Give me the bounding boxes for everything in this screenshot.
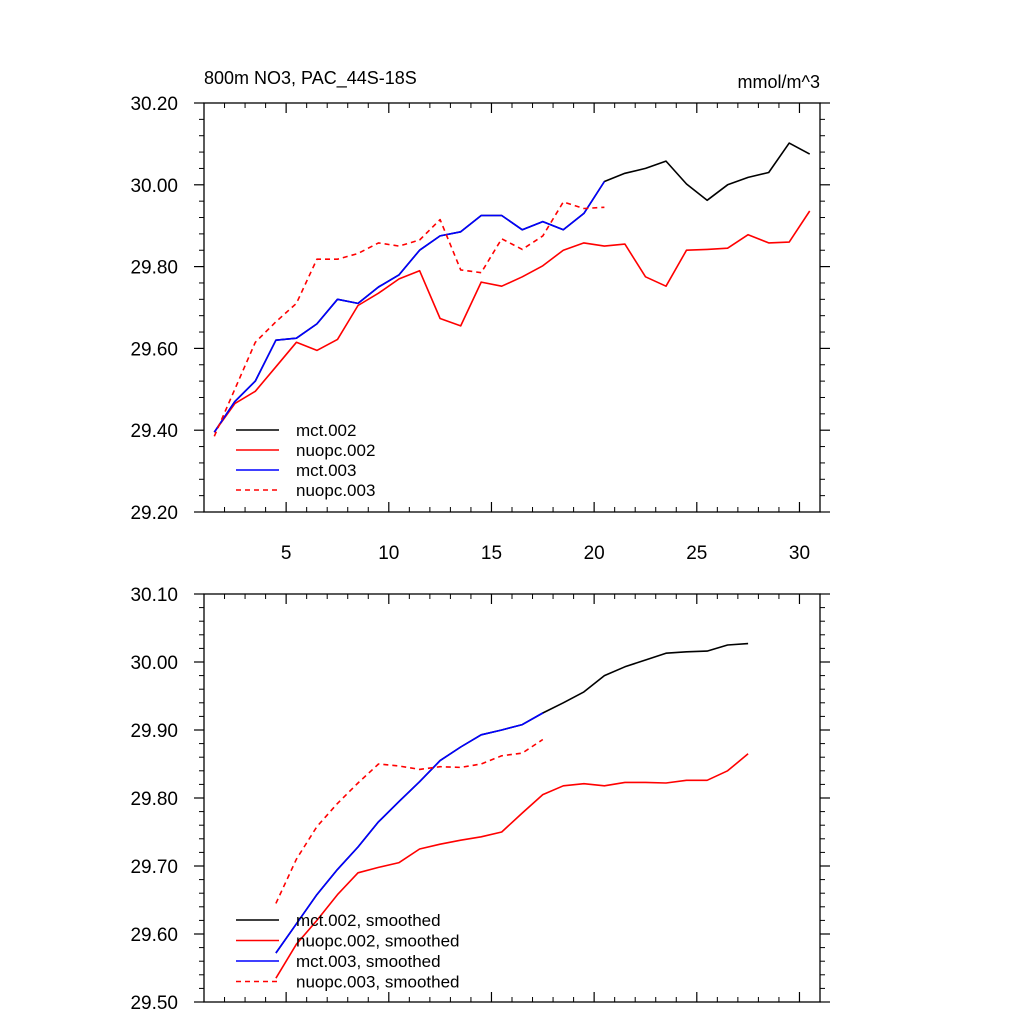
y-tick-label: 29.50 (130, 993, 178, 1014)
series-line-2 (213, 181, 606, 433)
y-tick-label: 29.60 (130, 925, 178, 946)
x-tick-label: 10 (378, 543, 399, 564)
y-tick-label: 30.10 (130, 585, 178, 606)
y-tick-label: 30.00 (130, 176, 178, 197)
x-tick-label: 5 (281, 543, 292, 564)
y-tick-label: 29.80 (130, 789, 178, 810)
y-tick-label: 29.90 (130, 721, 178, 742)
legend-label: nuopc.002, smoothed (296, 932, 460, 951)
y-tick-label: 30.20 (130, 94, 178, 115)
x-tick-label: 25 (686, 543, 707, 564)
y-tick-label: 29.20 (130, 503, 178, 524)
x-tick-label: 20 (584, 543, 605, 564)
legend-label: mct.003, smoothed (296, 952, 441, 971)
legend-label: mct.002, smoothed (296, 911, 441, 930)
bottom-plot: 29.50 29.60 29.70 29.80 29.90 30.00 30.10 mct.0… (130, 585, 830, 1014)
series-line-3 (213, 201, 605, 437)
legend-label: nuopc.003 (296, 481, 375, 500)
y-tick-label: 29.80 (130, 258, 178, 279)
y-tick-label: 29.70 (130, 857, 178, 878)
units-label: mmol/m^3 (738, 72, 820, 92)
series-line-1 (275, 753, 749, 979)
chart-title: 800m NO3, PAC_44S-18S (204, 68, 417, 89)
series-line-3 (275, 738, 544, 904)
top-plot: 5 10 15 20 25 30 29.20 29.40 29.60 29.80 30.00 30.2… (130, 94, 830, 564)
series-line-1 (213, 210, 811, 433)
legend-label: mct.003 (296, 461, 356, 480)
legend-label: nuopc.003, smoothed (296, 973, 460, 992)
x-tick-label: 15 (481, 543, 502, 564)
legend-label: mct.002 (296, 421, 356, 440)
y-tick-label: 29.60 (130, 339, 178, 360)
y-tick-label: 30.00 (130, 653, 178, 674)
series-line-2 (275, 712, 544, 954)
legend-label: nuopc.002 (296, 441, 375, 460)
y-tick-label: 29.40 (130, 421, 178, 442)
x-tick-label: 30 (789, 543, 810, 564)
